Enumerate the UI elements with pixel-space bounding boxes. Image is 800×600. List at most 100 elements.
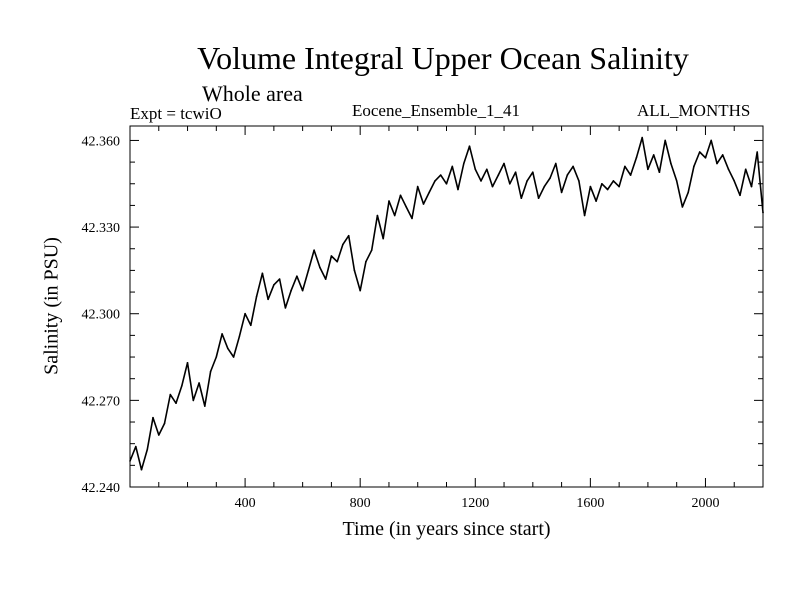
data-point: [324, 278, 327, 280]
data-point: [480, 180, 482, 182]
data-point: [135, 445, 137, 448]
data-point: [566, 174, 569, 176]
axis-ticks: [130, 126, 763, 487]
data-point: [555, 162, 557, 165]
data-point: [762, 211, 764, 214]
data-point: [641, 136, 643, 139]
data-point: [209, 370, 212, 373]
data-point: [486, 168, 488, 171]
plot-frame: [129, 125, 764, 488]
data-point: [330, 255, 333, 257]
data-point: [405, 206, 408, 208]
data-point: [198, 382, 200, 384]
data-point: [520, 197, 523, 199]
data-point: [589, 185, 592, 188]
data-point: [560, 191, 563, 194]
data-point: [693, 165, 695, 168]
data-point: [146, 448, 149, 451]
data-point: [186, 362, 189, 364]
tick-labels: 400 800 1200 1600 2000 42.240 42.270 42.300 42.3…: [82, 134, 720, 511]
data-point: [595, 200, 597, 202]
data-point: [411, 217, 413, 220]
x-tick-label: 1600: [576, 496, 604, 511]
data-point: [284, 307, 287, 309]
data-point: [347, 234, 350, 237]
data-point: [647, 168, 649, 171]
data-point: [491, 185, 494, 188]
data-point: [175, 402, 177, 405]
data-point: [342, 243, 344, 246]
x-tick-label: 400: [235, 496, 256, 511]
data-point: [756, 151, 758, 153]
x-tick-label: 800: [350, 496, 371, 511]
data-point: [675, 180, 678, 182]
data-point: [750, 185, 753, 188]
data-point: [612, 180, 615, 182]
data-point: [416, 185, 419, 188]
data-point: [635, 157, 638, 159]
data-point: [353, 269, 356, 272]
y-tick-label: 42.240: [82, 481, 121, 496]
data-point: [514, 171, 517, 173]
data-point: [319, 266, 321, 269]
data-point: [543, 185, 546, 188]
data-point: [244, 312, 246, 315]
chart-subtitle: Whole area: [202, 81, 303, 106]
data-point: [727, 168, 730, 171]
data-point: [290, 289, 292, 292]
data-point: [601, 183, 603, 185]
data-point: [664, 139, 666, 142]
salinity-series-line: [129, 136, 764, 471]
data-point: [698, 151, 701, 153]
data-point: [261, 272, 264, 275]
data-point: [721, 154, 724, 156]
data-point: [232, 356, 235, 358]
data-point: [434, 180, 436, 182]
data-point: [439, 174, 442, 176]
data-point: [152, 416, 154, 419]
data-point: [509, 183, 511, 185]
data-point: [704, 157, 707, 159]
x-tick-label: 1200: [461, 496, 489, 511]
experiment-label: Expt = tcwiO: [130, 104, 222, 123]
data-point: [606, 188, 609, 191]
data-point: [169, 393, 172, 396]
data-point: [463, 162, 465, 165]
data-point: [313, 249, 315, 251]
data-point: [181, 385, 183, 387]
data-point: [468, 145, 471, 147]
data-point: [227, 347, 229, 350]
data-point: [376, 214, 379, 217]
data-point: [336, 260, 339, 263]
y-tick-label: 42.330: [82, 221, 121, 236]
data-point: [221, 333, 223, 335]
data-point: [399, 194, 402, 197]
data-point: [733, 180, 735, 182]
data-point: [445, 183, 448, 185]
data-point: [583, 214, 586, 217]
data-point: [624, 165, 626, 168]
data-point: [250, 324, 252, 327]
data-point: [652, 154, 655, 156]
data-point: [267, 298, 269, 301]
data-point: [532, 171, 534, 173]
data-point: [301, 289, 304, 292]
data-point: [457, 188, 459, 191]
data-point: [192, 399, 195, 402]
data-point: [370, 249, 373, 251]
data-point: [158, 434, 160, 436]
data-point: [359, 289, 362, 292]
data-point: [382, 237, 385, 240]
data-point: [658, 171, 661, 173]
data-point: [215, 356, 218, 358]
data-point: [497, 174, 500, 176]
y-tick-label: 42.300: [82, 308, 121, 323]
data-point: [687, 191, 689, 194]
data-point: [670, 162, 672, 165]
chart-title: Volume Integral Upper Ocean Salinity: [197, 40, 689, 76]
data-point: [578, 180, 580, 182]
months-label: ALL_MONTHS: [637, 101, 751, 120]
data-point: [428, 191, 431, 194]
data-point: [204, 405, 206, 407]
